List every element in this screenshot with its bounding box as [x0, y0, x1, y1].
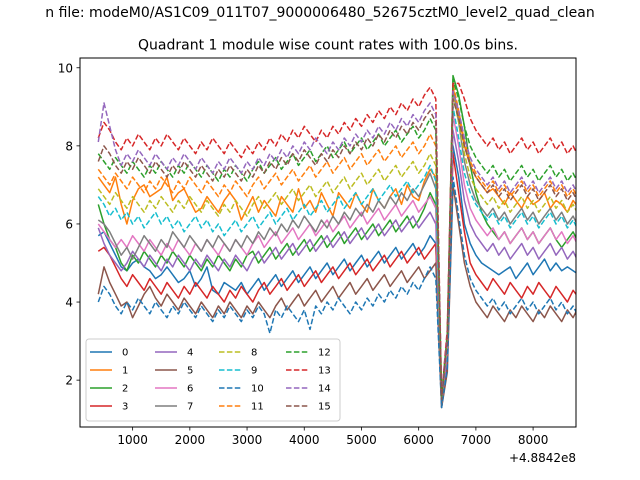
x-tick-label: 3000: [232, 433, 263, 447]
series-line-13: [97, 82, 576, 397]
legend-label-4: 4: [187, 348, 193, 359]
y-tick-label: 2: [65, 374, 73, 388]
series-layer: [97, 74, 576, 409]
legend-label-8: 8: [251, 348, 257, 359]
legend-label-15: 15: [318, 402, 331, 413]
legend-label-11: 11: [251, 402, 264, 413]
legend-label-9: 9: [251, 366, 257, 377]
legend-label-10: 10: [251, 384, 264, 395]
legend-label-0: 0: [122, 348, 128, 359]
x-tick-label: 6000: [403, 433, 434, 447]
y-tick-label: 6: [65, 217, 73, 231]
x-tick-label: 5000: [346, 433, 377, 447]
x-tick-label: 1000: [117, 433, 148, 447]
legend-frame: [85, 338, 341, 422]
legend-label-12: 12: [318, 348, 331, 359]
x-axis: 1000 2000 3000 4000 5000 6000 7000 8000: [117, 427, 548, 447]
series-line-3: [97, 152, 576, 405]
legend-label-7: 7: [187, 402, 193, 413]
x-tick-label: 2000: [175, 433, 206, 447]
series-line-5: [97, 184, 576, 409]
series-line-11: [97, 82, 576, 397]
chart-title: Quadrant 1 module wise count rates with …: [138, 38, 518, 54]
legend-label-2: 2: [122, 384, 128, 395]
series-line-9: [97, 106, 576, 401]
series-line-8: [97, 94, 576, 401]
figure-suptitle: n file: modeM0/AS1C09_011T07_9000006480_…: [45, 5, 594, 21]
series-line-15: [97, 98, 576, 401]
y-tick-label: 10: [58, 61, 73, 75]
legend-label-13: 13: [318, 366, 331, 377]
legend-label-3: 3: [122, 402, 128, 413]
y-tick-label: 8: [65, 139, 73, 153]
legend-label-1: 1: [122, 366, 128, 377]
y-axis: 2 4 6 8 10: [58, 61, 80, 388]
legend-label-6: 6: [187, 384, 193, 395]
legend-label-14: 14: [318, 384, 331, 395]
series-line-14: [97, 90, 576, 397]
series-line-10: [97, 176, 576, 409]
axes-frame: [79, 57, 577, 428]
x-offset-label: +4.8842e8: [509, 451, 576, 465]
legend-label-5: 5: [187, 366, 193, 377]
x-tick-label: 8000: [518, 433, 549, 447]
series-line-6: [97, 113, 576, 405]
x-tick-label: 7000: [461, 433, 492, 447]
y-tick-label: 4: [65, 296, 73, 310]
series-line-7: [97, 90, 576, 405]
series-line-4: [97, 129, 576, 405]
x-tick-label: 4000: [289, 433, 320, 447]
